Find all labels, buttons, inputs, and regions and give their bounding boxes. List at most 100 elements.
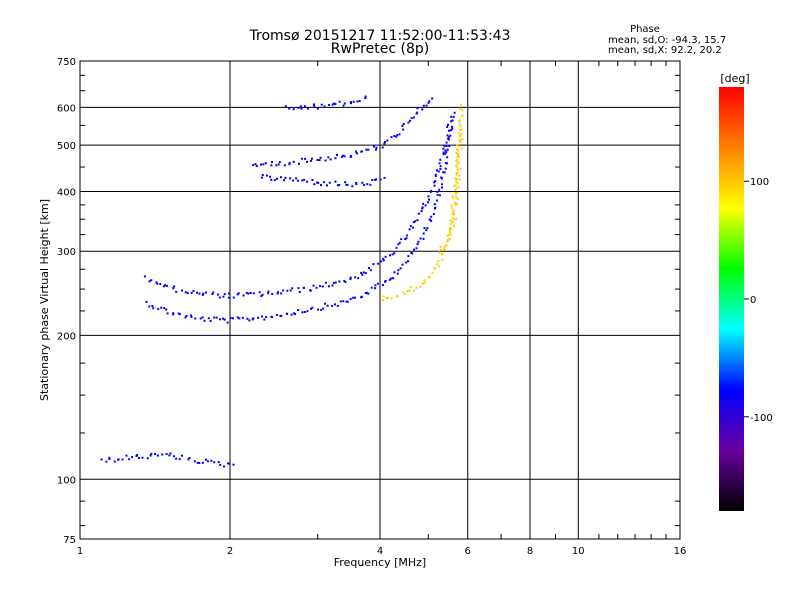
data-point-o (270, 164, 273, 167)
data-point-o (300, 107, 303, 110)
data-point-o (172, 313, 175, 316)
data-point-o (439, 158, 442, 161)
data-point-x (456, 171, 459, 174)
data-point-o (448, 129, 450, 132)
data-point-o (236, 316, 239, 319)
data-point-o (382, 257, 385, 260)
data-point-o (222, 295, 225, 298)
data-point-x (459, 129, 462, 131)
data-point-o (364, 97, 367, 99)
data-point-o (160, 306, 163, 309)
data-point-o (366, 291, 369, 294)
data-point-o (364, 95, 367, 98)
data-point-o (430, 219, 433, 222)
data-point-o (184, 291, 187, 294)
data-point-o (166, 312, 169, 315)
data-point-o (428, 198, 430, 201)
data-point-o (367, 292, 370, 295)
data-point-o (447, 136, 450, 139)
data-point-o (446, 162, 448, 165)
data-point-o (297, 309, 300, 311)
y-tick-label: 400 (57, 187, 76, 198)
data-point-o (417, 212, 420, 215)
data-point-o (261, 315, 263, 318)
data-point-o (262, 163, 265, 166)
data-point-o (306, 107, 309, 110)
data-point-x (450, 204, 453, 207)
data-point-o (193, 460, 196, 463)
data-point-o (280, 314, 283, 317)
data-point-o (422, 237, 425, 240)
data-point-o (433, 181, 436, 184)
colorbar-ticks: 100 0 -100 (744, 177, 773, 424)
data-point-o (105, 460, 108, 463)
data-point-x (454, 192, 457, 195)
data-point-o (271, 293, 274, 295)
data-point-o (364, 292, 367, 295)
data-point-x (450, 223, 453, 225)
data-point-o (363, 184, 366, 186)
data-point-o (395, 135, 398, 138)
data-point-x (408, 289, 411, 292)
data-point-o (321, 285, 324, 288)
data-point-o (284, 105, 287, 108)
data-point-o (438, 162, 441, 165)
data-point-o (192, 289, 195, 292)
data-point-o (402, 123, 405, 125)
data-point-o (382, 284, 384, 287)
data-point-o (260, 163, 262, 166)
data-point-o (338, 100, 341, 103)
data-point-o (393, 271, 396, 274)
data-point-o (282, 289, 285, 292)
data-point-o (211, 293, 214, 295)
data-point-o (252, 292, 255, 295)
data-point-o (180, 454, 183, 457)
data-point-o (155, 281, 158, 284)
data-point-o (377, 282, 379, 285)
x-tick-label: 16 (674, 546, 687, 557)
data-point-o (313, 104, 316, 107)
data-point-o (433, 203, 436, 206)
data-point-o (331, 103, 334, 106)
data-point-o (427, 195, 430, 198)
data-point-o (320, 308, 323, 311)
data-point-o (156, 282, 159, 285)
data-point-o (388, 278, 391, 281)
data-point-o (381, 146, 384, 149)
data-point-o (285, 312, 288, 315)
data-point-o (346, 183, 349, 186)
data-point-o (304, 157, 307, 160)
x-tick-label: 4 (377, 546, 383, 557)
data-point-o (445, 151, 448, 153)
data-point-o (175, 290, 178, 293)
data-point-o (310, 307, 312, 310)
data-point-o (187, 458, 190, 461)
data-point-o (423, 227, 426, 230)
data-point-o (421, 108, 424, 111)
data-point-o (350, 155, 353, 157)
data-point-o (448, 145, 451, 147)
data-point-o (252, 317, 255, 320)
data-point-o (168, 454, 171, 457)
data-point-o (261, 293, 264, 296)
data-point-o (157, 308, 160, 311)
data-point-o (438, 194, 441, 197)
data-point-o (306, 180, 309, 183)
data-point-o (303, 178, 306, 181)
data-point-o (188, 457, 191, 459)
data-point-o (292, 160, 295, 163)
data-point-o (100, 458, 103, 461)
data-point-o (277, 163, 280, 166)
data-point-o (401, 124, 404, 127)
data-point-x (452, 225, 455, 228)
y-tick-label: 75 (63, 535, 76, 546)
data-point-o (162, 285, 165, 288)
data-point-x (459, 125, 462, 128)
y-tick-label: 100 (57, 475, 76, 486)
data-point-o (286, 289, 289, 292)
data-point-o (207, 317, 210, 320)
data-point-o (447, 138, 450, 141)
data-point-o (428, 100, 431, 103)
data-point-o (453, 111, 456, 114)
x-tick-label: 2 (227, 546, 233, 557)
